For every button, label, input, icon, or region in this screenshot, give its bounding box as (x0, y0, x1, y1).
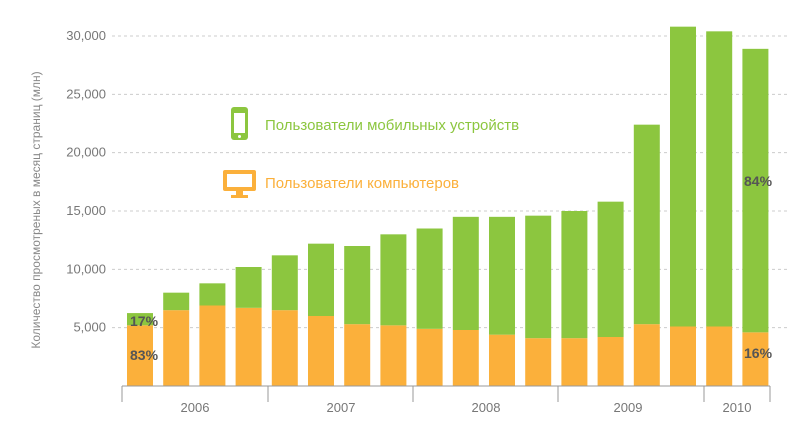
bar-desktop (127, 325, 153, 386)
y-tick-label: 5,000 (73, 320, 106, 335)
y-tick-label: 30,000 (66, 28, 106, 43)
bar-desktop (561, 338, 588, 386)
monitor-icon (223, 170, 256, 198)
x-tick-label: 2010 (723, 400, 752, 415)
bars (127, 26, 769, 386)
phone-icon (231, 107, 248, 140)
bar-desktop (199, 305, 226, 386)
bar-desktop (525, 338, 552, 386)
bar-desktop (308, 316, 334, 386)
bar-mobile (199, 283, 226, 306)
bar-desktop (452, 330, 479, 386)
bar-desktop (235, 307, 262, 386)
bar-mobile (308, 243, 334, 316)
bar-desktop (163, 310, 190, 386)
x-tick-label: 2008 (472, 400, 501, 415)
bar-mobile (344, 246, 371, 325)
y-axis-ticks: 5,000 10,000 15,000 20,000 25,000 30,000 (66, 28, 106, 335)
bar-mobile (416, 228, 443, 329)
bar-desktop (489, 334, 515, 386)
x-tick-label: 2007 (327, 400, 356, 415)
legend: Пользователи мобильных устройств Пользов… (223, 107, 519, 198)
bar-desktop (633, 324, 660, 386)
bar-mobile (706, 31, 733, 327)
bar-mobile (561, 211, 588, 339)
annotation-last-bottom: 16% (744, 345, 773, 361)
annotation-first-top: 17% (130, 313, 159, 329)
bar-mobile (670, 26, 696, 327)
bar-mobile (235, 267, 262, 308)
y-tick-label: 20,000 (66, 145, 106, 160)
bar-desktop (742, 332, 769, 386)
y-tick-label: 10,000 (66, 261, 106, 276)
bar-desktop (344, 324, 371, 386)
x-tick-label: 2009 (614, 400, 643, 415)
bar-mobile (597, 201, 624, 337)
bar-desktop (670, 326, 696, 386)
y-tick-label: 25,000 (66, 86, 106, 101)
bar-mobile (271, 255, 298, 311)
y-tick-label: 15,000 (66, 203, 106, 218)
bar-desktop (380, 325, 407, 386)
bar-mobile (742, 48, 769, 333)
bar-mobile (489, 216, 515, 335)
bar-desktop (597, 337, 624, 386)
bar-mobile (163, 292, 190, 311)
bar-mobile (380, 234, 407, 326)
annotation-last-top: 84% (744, 173, 773, 189)
legend-desktop-label: Пользователи компьютеров (265, 175, 459, 192)
x-tick-label: 2006 (181, 400, 210, 415)
x-axis: 2006 2007 2008 2009 2010 (121, 385, 771, 415)
bar-desktop (706, 326, 733, 386)
bar-mobile (633, 124, 660, 325)
annotation-first-bottom: 83% (130, 347, 159, 363)
bar-mobile (127, 313, 153, 326)
legend-mobile-label: Пользователи мобильных устройств (265, 117, 519, 134)
bar-desktop (271, 310, 298, 386)
y-axis-label: Количество просмотреных в месяц страниц … (29, 71, 43, 348)
bar-mobile (452, 216, 479, 330)
bar-mobile (525, 215, 552, 339)
bar-desktop (416, 328, 443, 386)
percent-annotations: 17% 83% 84% 16% (130, 173, 773, 363)
